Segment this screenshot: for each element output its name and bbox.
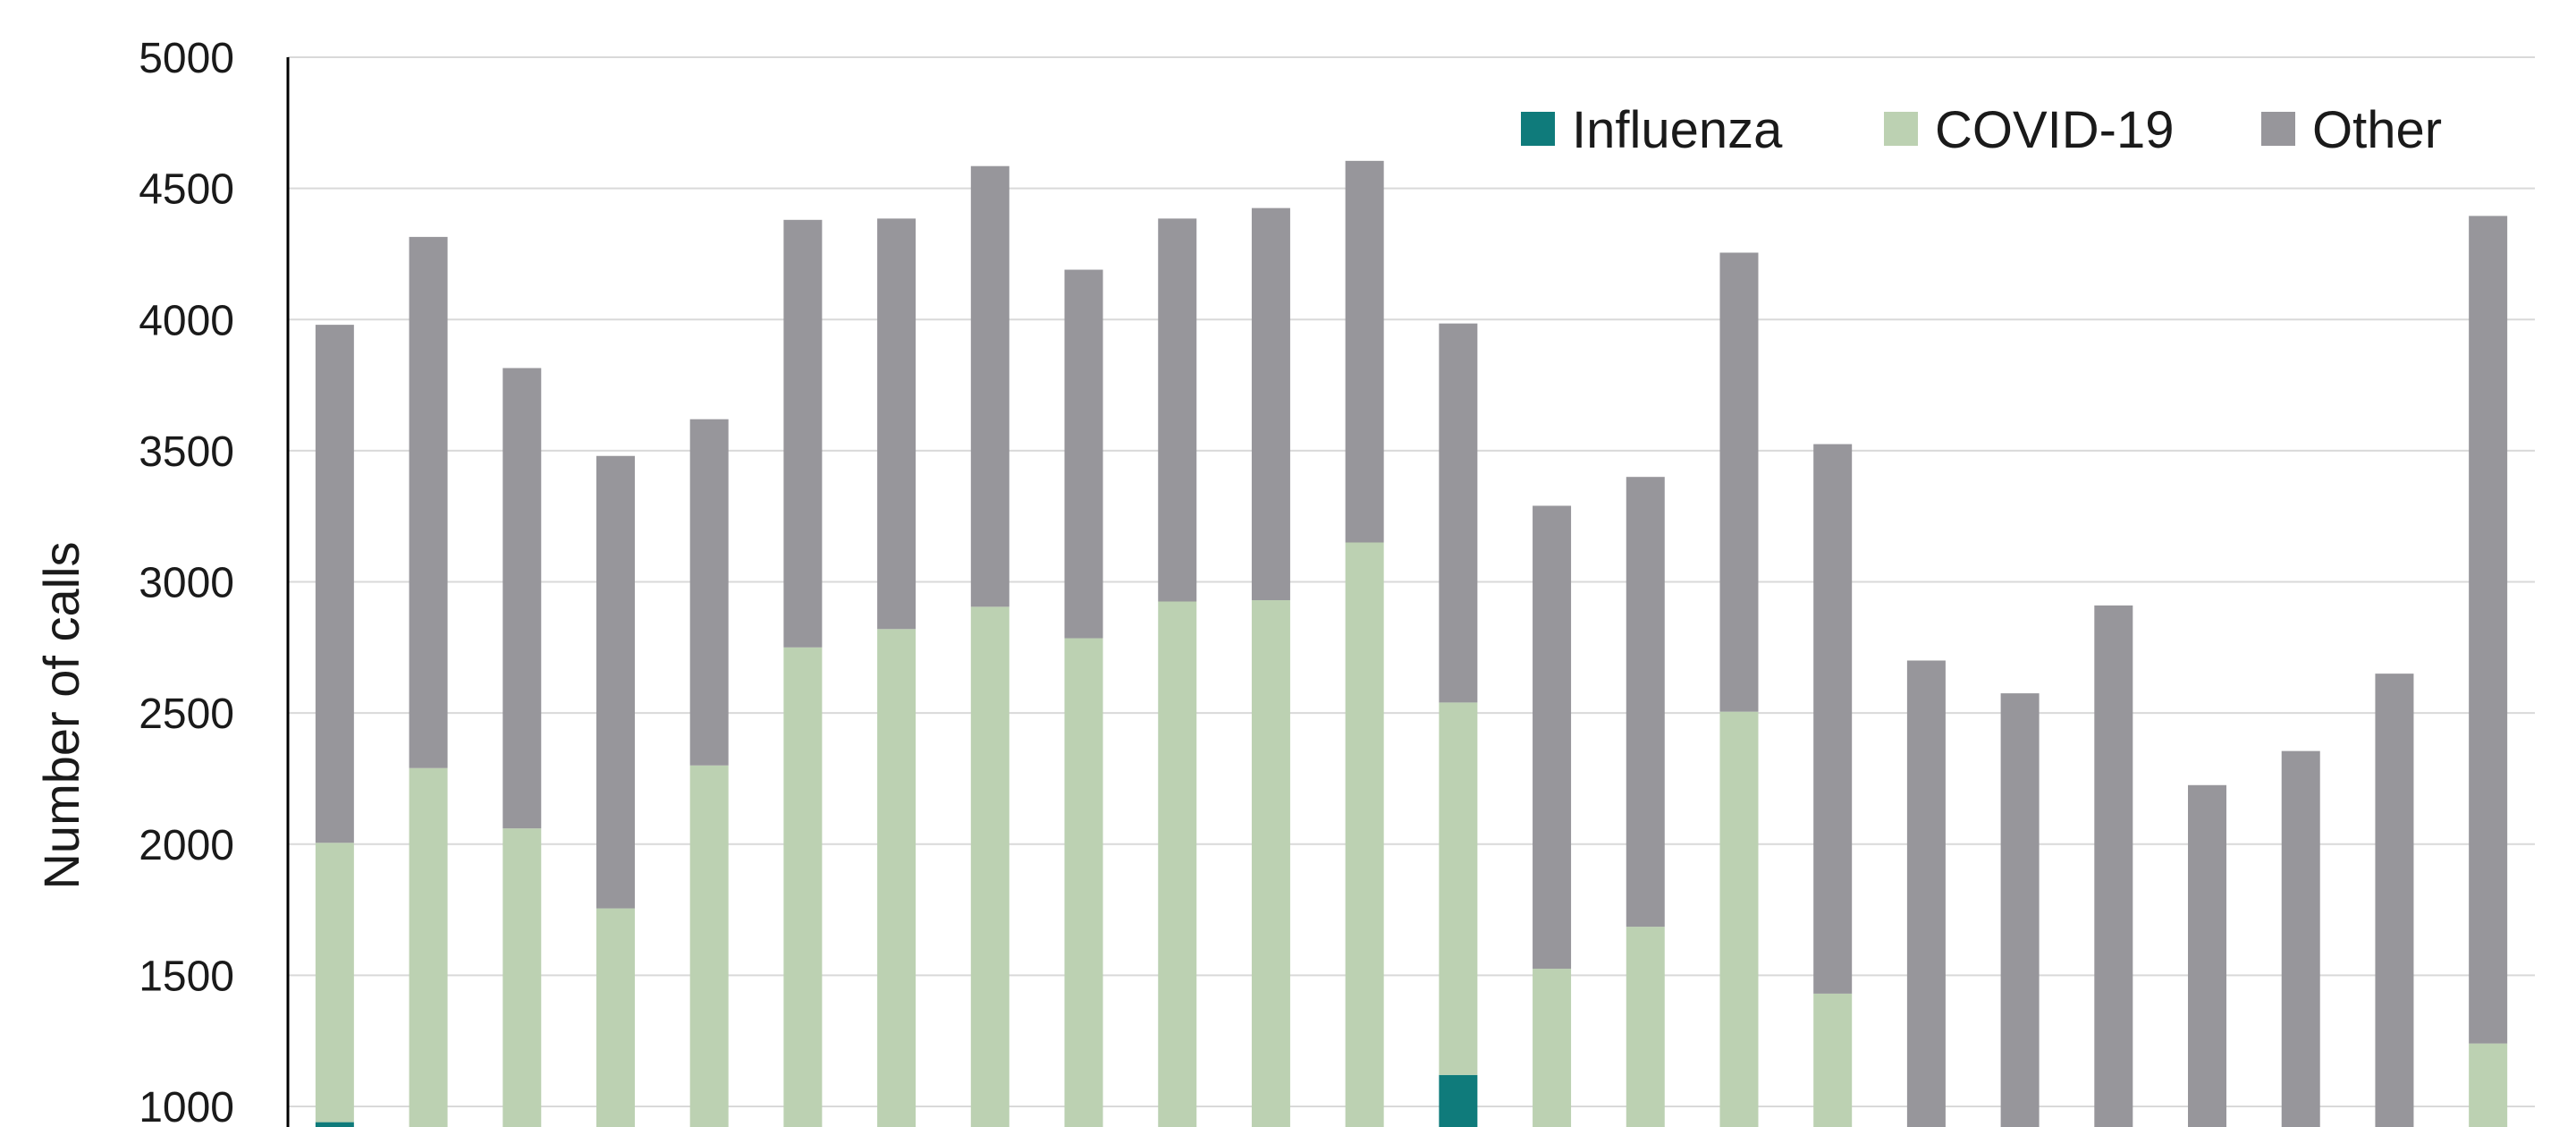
y-tick-label: 3000 xyxy=(139,560,234,607)
bar-stack-14 xyxy=(1533,505,1572,1127)
bar-stack-22 xyxy=(2281,750,2320,1127)
legend-label-covid-19: COVID-19 xyxy=(1935,101,2175,159)
bar-other-24 xyxy=(2469,216,2508,1044)
bar-stack-17 xyxy=(1813,444,1853,1127)
y-tick-label: 1500 xyxy=(139,953,234,1000)
bar-covid-19-7 xyxy=(877,629,916,1127)
bar-covid-19-3 xyxy=(503,828,542,1127)
bar-other-19 xyxy=(2000,693,2040,1127)
bar-other-3 xyxy=(503,368,542,829)
legend-swatch-other xyxy=(2261,112,2295,146)
bar-covid-19-16 xyxy=(1719,711,1759,1127)
bar-other-20 xyxy=(2094,605,2133,1127)
bar-stack-7 xyxy=(877,218,916,1127)
bar-covid-19-13 xyxy=(1439,702,1478,1075)
bar-influenza-13 xyxy=(1439,1074,1478,1127)
bar-covid-19-12 xyxy=(1345,542,1384,1127)
bar-other-1 xyxy=(315,325,354,843)
bar-stack-15 xyxy=(1626,477,1665,1127)
bar-stack-4 xyxy=(595,455,635,1127)
bar-other-13 xyxy=(1439,323,1478,703)
bar-other-12 xyxy=(1345,160,1384,543)
legend-swatch-influenza xyxy=(1521,112,1555,146)
bar-stack-5 xyxy=(689,419,729,1127)
bar-covid-19-17 xyxy=(1813,993,1853,1127)
bar-covid-19-8 xyxy=(970,606,1009,1127)
bar-covid-19-10 xyxy=(1158,601,1197,1127)
bar-other-7 xyxy=(877,218,916,630)
y-tick-label: 3500 xyxy=(139,428,234,476)
bar-stack-23 xyxy=(2375,674,2414,1127)
bar-stack-9 xyxy=(1064,269,1103,1127)
bar-stack-19 xyxy=(2000,693,2040,1127)
bar-influenza-1 xyxy=(315,1122,354,1127)
bar-other-9 xyxy=(1064,269,1103,639)
bar-stack-11 xyxy=(1251,208,1290,1127)
bar-stack-24 xyxy=(2469,216,2508,1127)
bar-stack-12 xyxy=(1345,160,1384,1127)
bar-other-21 xyxy=(2188,784,2227,1127)
bar-stack-6 xyxy=(783,219,823,1127)
legend-label-other: Other xyxy=(2312,101,2442,159)
bar-layer xyxy=(315,160,2508,1127)
bar-other-15 xyxy=(1626,477,1665,928)
bar-stack-20 xyxy=(2094,605,2133,1127)
bar-covid-19-2 xyxy=(409,767,448,1127)
bar-other-11 xyxy=(1251,208,1290,601)
bar-covid-19-15 xyxy=(1626,927,1665,1127)
bar-stack-1 xyxy=(315,325,354,1127)
bar-covid-19-5 xyxy=(689,765,729,1127)
y-tick-label: 2500 xyxy=(139,691,234,738)
bar-stack-18 xyxy=(1906,660,1946,1127)
bar-other-23 xyxy=(2375,674,2414,1127)
bar-covid-19-11 xyxy=(1251,600,1290,1127)
bar-covid-19-1 xyxy=(315,843,354,1123)
bar-other-22 xyxy=(2281,750,2320,1127)
bar-stack-8 xyxy=(970,165,1009,1127)
bar-other-4 xyxy=(595,455,635,909)
bar-covid-19-9 xyxy=(1064,638,1103,1127)
bar-covid-19-24 xyxy=(2469,1043,2508,1127)
bar-other-18 xyxy=(1906,660,1946,1127)
bar-stack-3 xyxy=(503,368,542,1127)
bar-other-14 xyxy=(1533,505,1572,970)
bar-covid-19-14 xyxy=(1533,969,1572,1127)
legend-swatch-covid-19 xyxy=(1884,112,1918,146)
bar-other-8 xyxy=(970,165,1009,607)
y-axis-ticks: 1000 1500 2000 2500 3000 3500 4000 4500 5000 xyxy=(139,35,234,1127)
bar-stack-10 xyxy=(1158,218,1197,1127)
bar-stack-2 xyxy=(409,236,448,1127)
bar-stack-21 xyxy=(2188,784,2227,1127)
bar-covid-19-4 xyxy=(595,908,635,1127)
bar-stack-16 xyxy=(1719,252,1759,1127)
bar-other-10 xyxy=(1158,218,1197,602)
bar-covid-19-6 xyxy=(783,647,823,1127)
grid-lines xyxy=(288,56,2535,1107)
bar-other-17 xyxy=(1813,444,1853,994)
legend-label-influenza: Influenza xyxy=(1572,101,1783,159)
y-axis-title: Number of calls xyxy=(33,541,89,889)
bar-other-6 xyxy=(783,219,823,648)
y-tick-label: 1000 xyxy=(139,1084,234,1127)
y-tick-label: 4500 xyxy=(139,166,234,214)
legend: Influenza COVID-19 Other xyxy=(1521,101,2442,159)
y-tick-label: 5000 xyxy=(139,35,234,82)
bar-other-16 xyxy=(1719,252,1759,712)
y-tick-label: 4000 xyxy=(139,297,234,344)
bar-stack-13 xyxy=(1439,323,1478,1127)
bar-other-2 xyxy=(409,236,448,768)
y-tick-label: 2000 xyxy=(139,822,234,869)
bar-other-5 xyxy=(689,419,729,766)
